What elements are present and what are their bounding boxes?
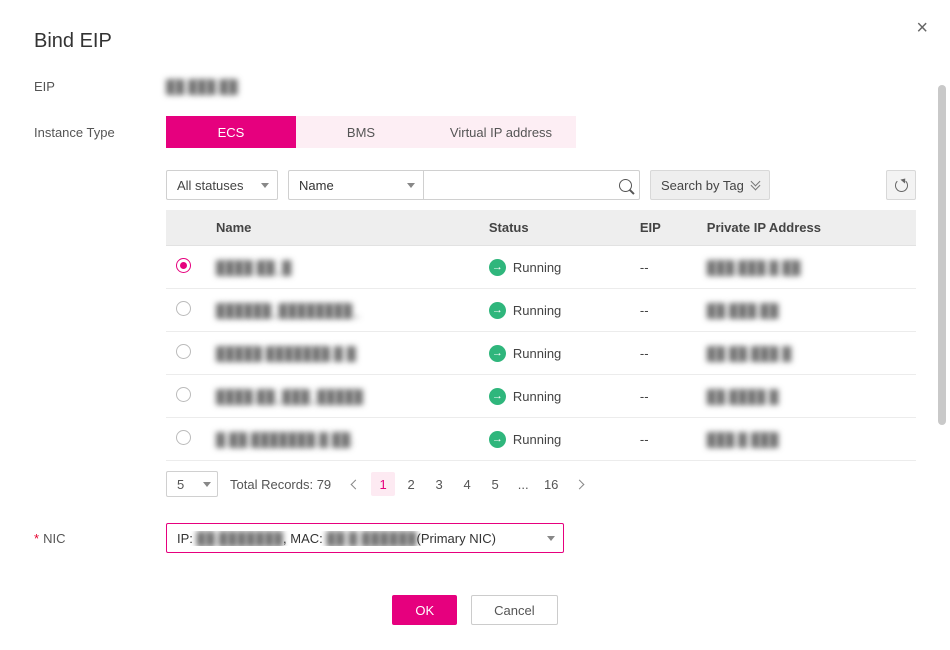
tab-virtual-ip[interactable]: Virtual IP address bbox=[426, 116, 576, 148]
row-private-ip: ██ ██.███ █ bbox=[707, 346, 792, 361]
table-row[interactable]: █.██.███████.█ ██. → Running -- ███.█ ██… bbox=[166, 418, 916, 461]
status-running-icon: → bbox=[489, 259, 506, 276]
row-radio[interactable] bbox=[176, 258, 191, 273]
row-name: ████ ██_█ bbox=[216, 260, 291, 275]
search-icon bbox=[619, 179, 632, 192]
eip-label: EIP bbox=[34, 79, 166, 94]
row-private-ip: ███.███.█ ██ bbox=[707, 260, 801, 275]
scrollbar-thumb[interactable] bbox=[938, 85, 946, 425]
row-status: → Running bbox=[489, 431, 620, 448]
row-private-ip: ██.███.██ bbox=[707, 303, 779, 318]
row-eip: -- bbox=[630, 332, 697, 375]
row-status: → Running bbox=[489, 259, 620, 276]
page-number-button[interactable]: 4 bbox=[455, 472, 479, 496]
page-number-button[interactable]: 16 bbox=[539, 472, 563, 496]
page-size-select[interactable]: 5 bbox=[166, 471, 218, 497]
col-radio bbox=[166, 210, 206, 246]
row-eip: -- bbox=[630, 289, 697, 332]
page-number-button[interactable]: 1 bbox=[371, 472, 395, 496]
search-by-tag-button[interactable]: Search by Tag bbox=[650, 170, 770, 200]
col-eip: EIP bbox=[630, 210, 697, 246]
double-chevron-down-icon bbox=[752, 182, 759, 189]
status-running-icon: → bbox=[489, 302, 506, 319]
refresh-button[interactable] bbox=[886, 170, 916, 200]
table-row[interactable]: ████.██_███_█████ → Running -- ██.████ █ bbox=[166, 375, 916, 418]
tab-bms[interactable]: BMS bbox=[296, 116, 426, 148]
row-name: █.██.███████.█ ██. bbox=[216, 432, 354, 447]
row-radio[interactable] bbox=[176, 387, 191, 402]
row-eip: -- bbox=[630, 418, 697, 461]
page-number-button[interactable]: 2 bbox=[399, 472, 423, 496]
status-running-icon: → bbox=[489, 345, 506, 362]
row-private-ip: ███.█ ███ bbox=[707, 432, 779, 447]
nic-select[interactable]: IP: ██.███████, MAC: ██ █ ██████(Primary… bbox=[166, 523, 564, 553]
col-name: Name bbox=[206, 210, 479, 246]
page-number-button[interactable]: 5 bbox=[483, 472, 507, 496]
tab-ecs[interactable]: ECS bbox=[166, 116, 296, 148]
row-eip: -- bbox=[630, 375, 697, 418]
row-radio[interactable] bbox=[176, 344, 191, 359]
row-name: █████ ███████.█ █ bbox=[216, 346, 356, 361]
page-size-value: 5 bbox=[177, 477, 184, 492]
filter-bar: All statuses Name Search by Tag bbox=[166, 170, 916, 200]
status-running-icon: → bbox=[489, 431, 506, 448]
page-number-button[interactable]: 3 bbox=[427, 472, 451, 496]
page-next-button[interactable] bbox=[567, 472, 591, 496]
refresh-icon bbox=[895, 179, 908, 192]
nic-label: NIC bbox=[34, 531, 166, 546]
instance-type-tabs: ECS BMS Virtual IP address bbox=[166, 116, 576, 148]
cancel-button[interactable]: Cancel bbox=[471, 595, 557, 625]
total-records-text: Total Records: 79 bbox=[230, 477, 331, 492]
search-box: Name bbox=[288, 170, 640, 200]
col-status: Status bbox=[479, 210, 630, 246]
row-name: ████.██_███_█████ bbox=[216, 389, 363, 404]
search-by-tag-label: Search by Tag bbox=[661, 178, 744, 193]
pagination: 5 Total Records: 79 12345...16 bbox=[166, 471, 916, 497]
page-ellipsis: ... bbox=[511, 472, 535, 496]
row-radio[interactable] bbox=[176, 430, 191, 445]
search-field-value: Name bbox=[299, 178, 334, 193]
col-private-ip: Private IP Address bbox=[697, 210, 916, 246]
caret-down-icon bbox=[203, 482, 211, 487]
caret-down-icon bbox=[547, 536, 555, 541]
row-status: → Running bbox=[489, 302, 620, 319]
search-button[interactable] bbox=[612, 179, 639, 192]
status-select-value: All statuses bbox=[177, 178, 243, 193]
caret-down-icon bbox=[261, 183, 269, 188]
modal-title: Bind EIP bbox=[34, 30, 916, 53]
row-name: ██████_████████_ bbox=[216, 303, 359, 318]
table-row[interactable]: ██████_████████_ → Running -- ██.███.██ bbox=[166, 289, 916, 332]
eip-value: ██.███.██ bbox=[166, 79, 238, 94]
search-input[interactable] bbox=[424, 171, 612, 199]
instance-type-label: Instance Type bbox=[34, 125, 166, 140]
chevron-left-icon bbox=[350, 479, 360, 489]
row-private-ip: ██.████ █ bbox=[707, 389, 779, 404]
ok-button[interactable]: OK bbox=[392, 595, 457, 625]
table-row[interactable]: ████ ██_█ → Running -- ███.███.█ ██ bbox=[166, 246, 916, 289]
status-running-icon: → bbox=[489, 388, 506, 405]
page-list: 12345...16 bbox=[343, 472, 591, 496]
nic-select-value: IP: ██.███████, MAC: ██ █ ██████(Primary… bbox=[177, 531, 541, 546]
eip-row: EIP ██.███.██ bbox=[34, 79, 916, 94]
caret-down-icon bbox=[407, 183, 415, 188]
instance-table-wrap: Name Status EIP Private IP Address ████ … bbox=[166, 210, 916, 497]
page-prev-button[interactable] bbox=[343, 472, 367, 496]
instance-type-row: Instance Type ECS BMS Virtual IP address bbox=[34, 116, 916, 148]
row-eip: -- bbox=[630, 246, 697, 289]
close-icon[interactable]: × bbox=[916, 18, 928, 38]
scrollbar[interactable] bbox=[938, 85, 946, 605]
nic-row: NIC IP: ██.███████, MAC: ██ █ ██████(Pri… bbox=[34, 523, 916, 553]
modal-footer: OK Cancel bbox=[34, 595, 916, 625]
table-row[interactable]: █████ ███████.█ █ → Running -- ██ ██.███… bbox=[166, 332, 916, 375]
row-status: → Running bbox=[489, 388, 620, 405]
row-radio[interactable] bbox=[176, 301, 191, 316]
chevron-right-icon bbox=[574, 479, 584, 489]
row-status: → Running bbox=[489, 345, 620, 362]
status-select[interactable]: All statuses bbox=[166, 170, 278, 200]
bind-eip-modal: Bind EIP EIP ██.███.██ Instance Type ECS… bbox=[0, 0, 950, 650]
search-field-select[interactable]: Name bbox=[289, 171, 424, 199]
instance-table: Name Status EIP Private IP Address ████ … bbox=[166, 210, 916, 461]
